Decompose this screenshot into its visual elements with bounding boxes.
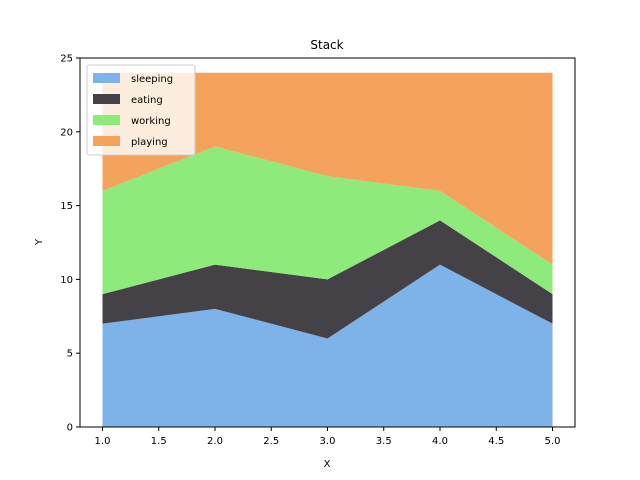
area-sleeping [102,264,553,427]
y-tick-label: 0 [67,423,73,434]
x-tick-label: 1.0 [95,436,111,447]
legend-swatch-sleeping [93,73,120,83]
axes: 1.0 1.5 2.0 2.5 3.0 3.5 4.0 4.5 5.0 0 5 10 15 20 25 [60,54,576,447]
y-tick-label: 20 [60,127,73,138]
legend-label-sleeping: sleeping [131,74,173,85]
x-axis-label: X [324,459,331,470]
chart-title: Stack [310,38,343,52]
x-tick-label: 4.0 [432,436,448,447]
y-tick-label: 10 [60,275,73,286]
x-tick-label: 2.5 [263,436,279,447]
legend: sleeping eating working playing [86,64,196,156]
area-playing [102,72,553,265]
x-tick-label: 1.5 [151,436,167,447]
x-tick-label: 2.0 [207,436,223,447]
y-tick-label: 25 [60,54,73,65]
legend-swatch-working [93,115,120,125]
x-tick-label: 5.0 [545,436,561,447]
legend-swatch-eating [93,94,120,104]
x-tick-label: 3.0 [320,436,336,447]
legend-label-playing: playing [131,137,168,148]
legend-swatch-playing [93,136,120,146]
legend-label-eating: eating [131,95,163,106]
y-axis-label: Y [34,238,45,246]
y-tick-label: 15 [60,201,73,212]
area-working [102,146,553,295]
legend-label-working: working [131,116,171,127]
x-tick-label: 4.5 [488,436,504,447]
y-tick-label: 5 [67,349,73,360]
stacked-areas [102,72,553,427]
legend-box [86,64,196,156]
x-tick-label: 3.5 [376,436,392,447]
